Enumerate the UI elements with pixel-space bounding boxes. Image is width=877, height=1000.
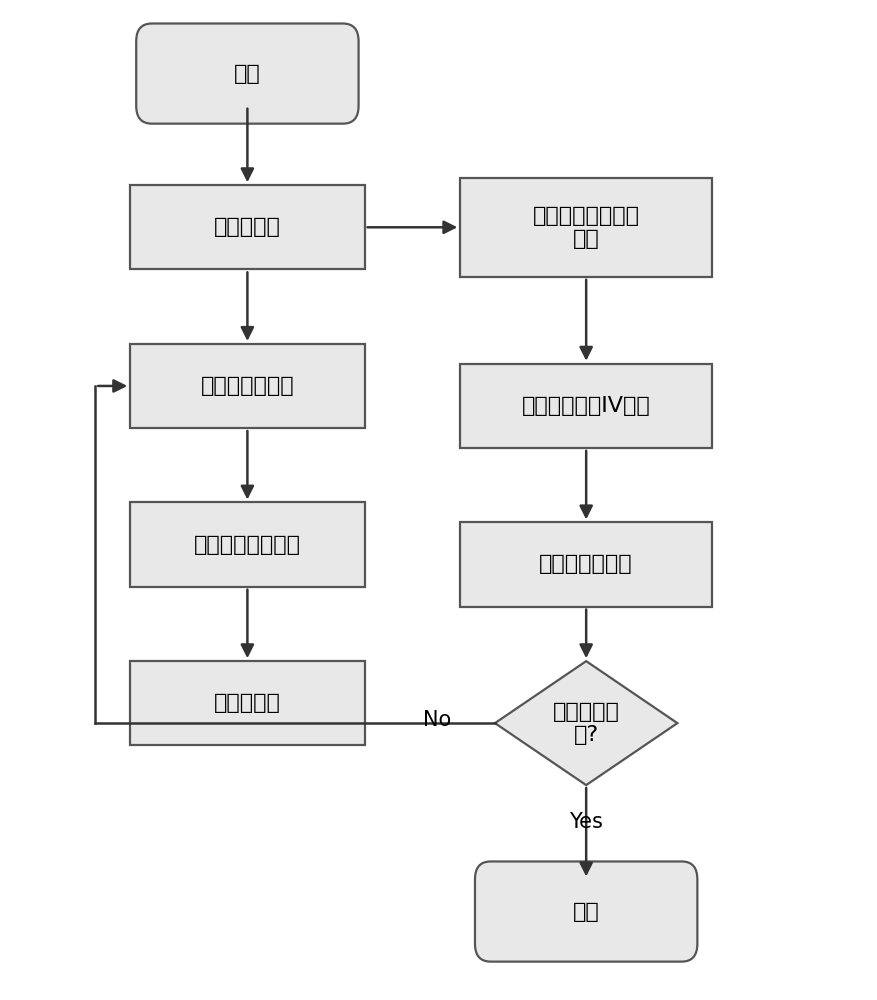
Text: 计算对流换热系数: 计算对流换热系数: [194, 535, 301, 555]
Text: 输入热模型变量: 输入热模型变量: [201, 376, 294, 396]
Bar: [130, 502, 365, 587]
Text: 计算热辐射: 计算热辐射: [214, 693, 281, 713]
Text: 结束: 结束: [573, 902, 600, 922]
Text: 开始: 开始: [234, 64, 260, 84]
Text: 热模型参数: 热模型参数: [214, 217, 281, 237]
Bar: [130, 661, 365, 745]
Bar: [130, 185, 365, 269]
Bar: [460, 364, 712, 448]
Text: 组件模型仿真IV曲线: 组件模型仿真IV曲线: [522, 396, 651, 416]
Bar: [460, 522, 712, 607]
Bar: [130, 344, 365, 428]
Polygon shape: [495, 661, 677, 785]
Text: No: No: [424, 710, 452, 730]
FancyBboxPatch shape: [136, 24, 359, 124]
Bar: [460, 178, 712, 277]
Text: 计算组件发电量: 计算组件发电量: [539, 554, 633, 574]
Text: Yes: Yes: [569, 812, 603, 832]
FancyBboxPatch shape: [475, 861, 697, 962]
Text: 计算下一时刻组件
温度: 计算下一时刻组件 温度: [532, 206, 639, 249]
Text: 最后一个时
刻?: 最后一个时 刻?: [553, 702, 620, 745]
